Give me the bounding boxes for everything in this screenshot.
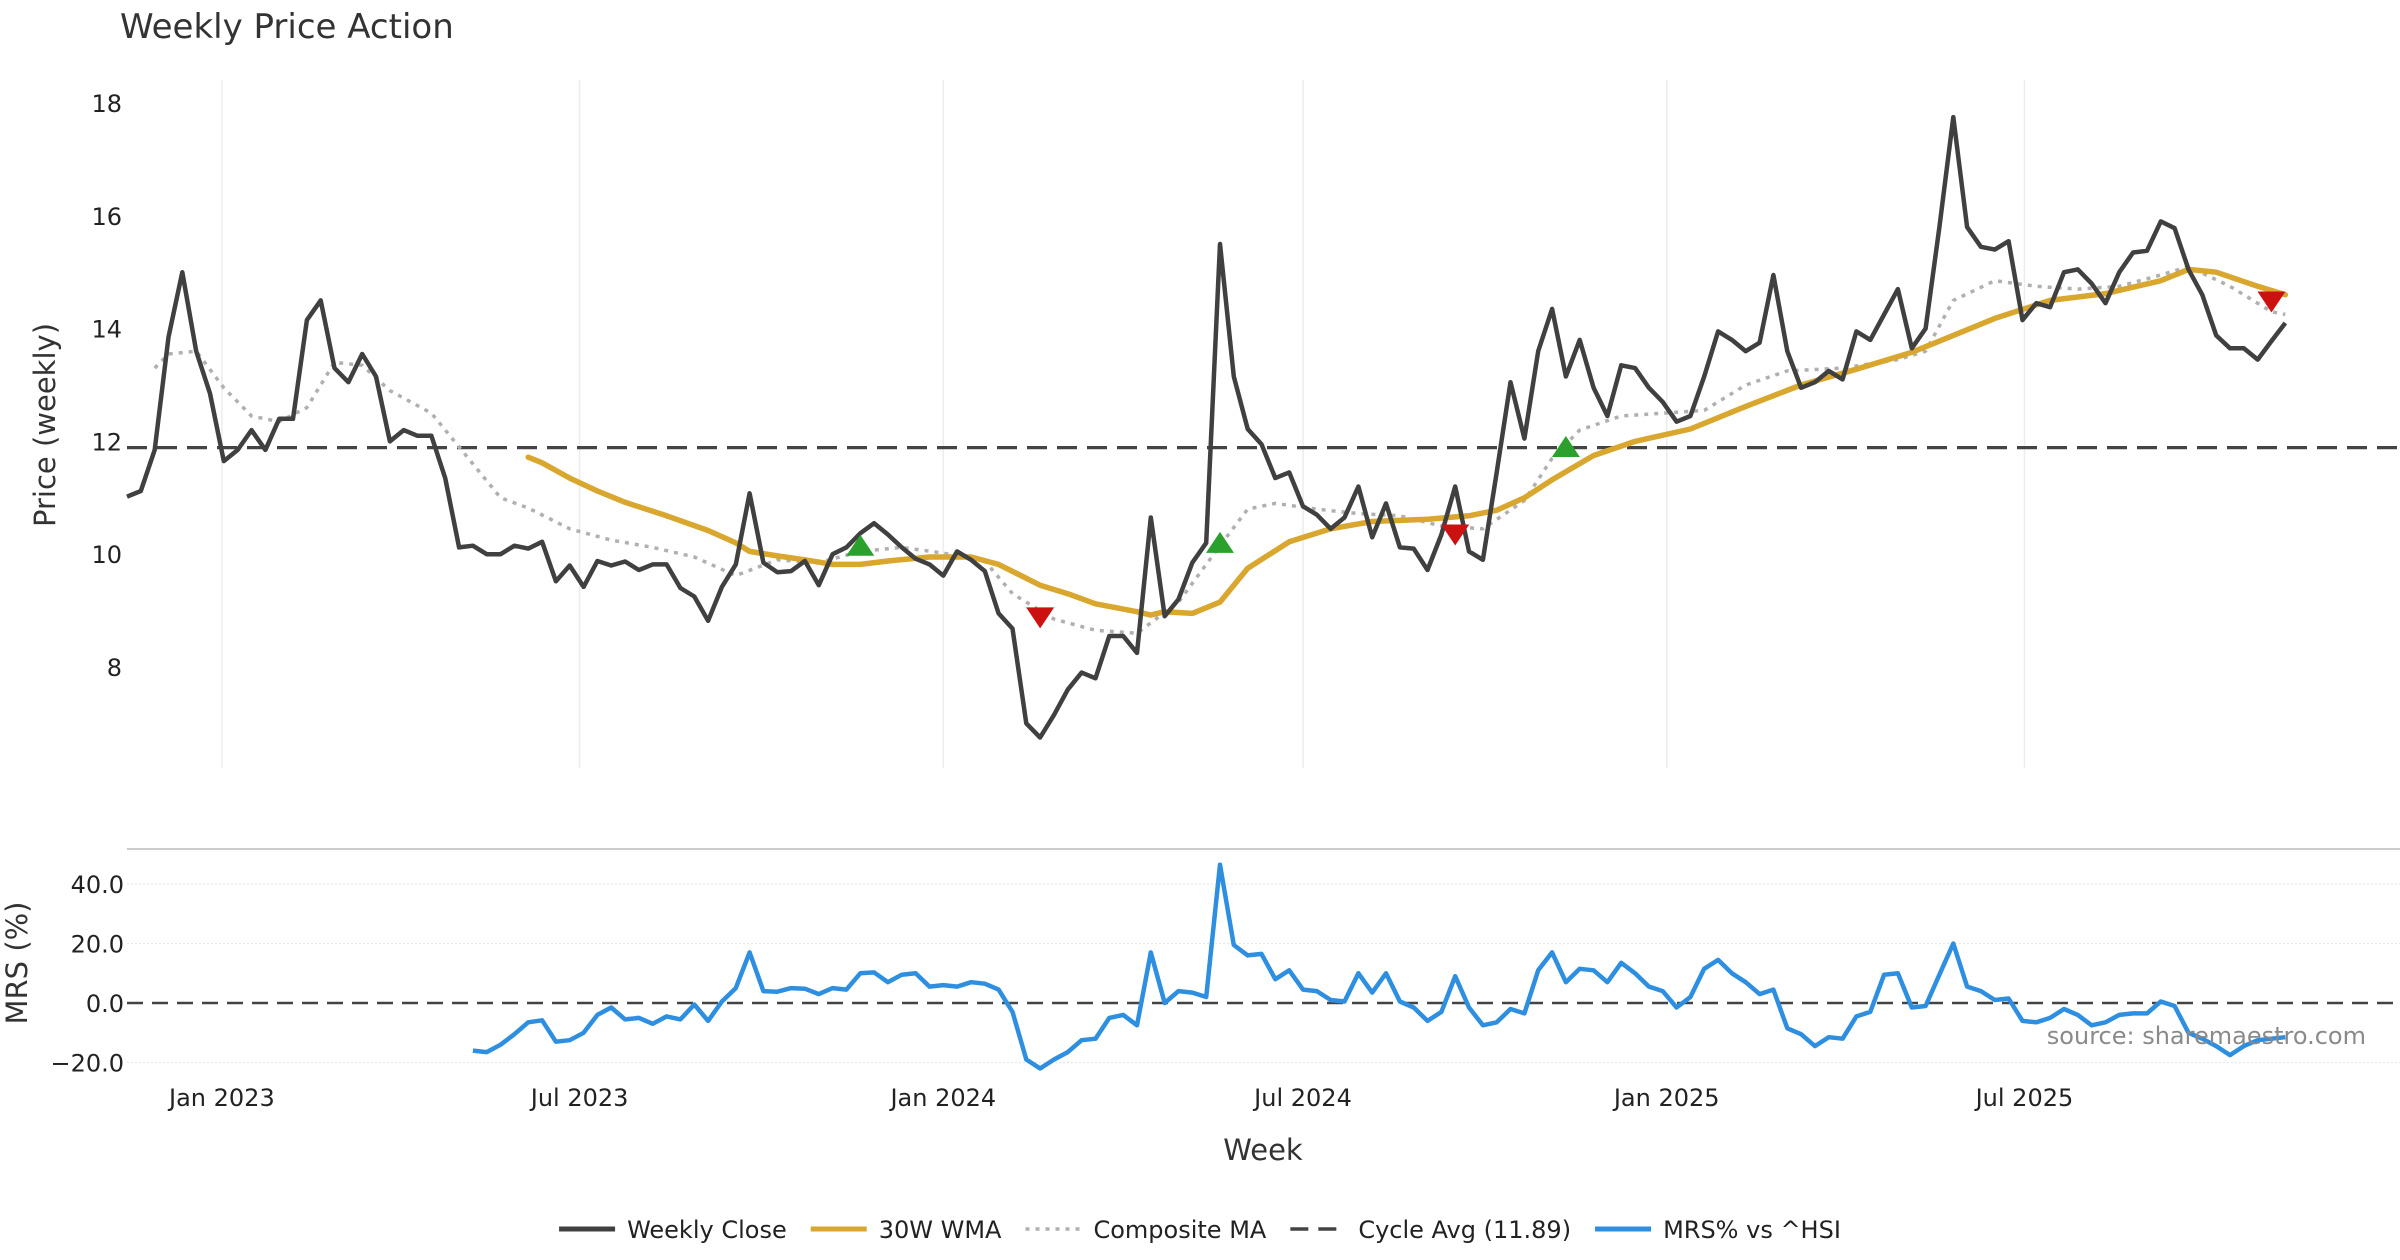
buy-signal-marker bbox=[1551, 436, 1580, 458]
x-ticks: Jan 2023 Jul 2023 Jan 2024 Jul 2024 Jan 2025… bbox=[167, 1084, 2073, 1112]
mrs-y-ticks: −20.0 0.0 20.0 40.0 bbox=[50, 871, 124, 1078]
x-tick-label: Jul 2024 bbox=[1252, 1084, 1352, 1112]
price-y-tick-label: 10 bbox=[91, 541, 122, 569]
legend-label: 30W WMA bbox=[879, 1216, 1002, 1244]
wma-30w-line bbox=[525, 266, 2289, 618]
mrs-y-tick-label: 40.0 bbox=[71, 871, 124, 899]
mrs-series bbox=[127, 862, 2400, 1071]
sell-signal-marker bbox=[1026, 607, 1055, 629]
x-tick-label: Jan 2023 bbox=[167, 1084, 275, 1112]
legend-label: MRS% vs ^HSI bbox=[1663, 1216, 1841, 1244]
price-y-tick-label: 16 bbox=[91, 203, 122, 231]
composite-ma-line bbox=[153, 264, 2286, 635]
price-grid bbox=[221, 80, 2026, 768]
price-y-tick-label: 14 bbox=[91, 316, 122, 344]
source-annotation: source: sharemaestro.com bbox=[2047, 1022, 2366, 1050]
legend-label: Weekly Close bbox=[627, 1216, 787, 1244]
chart-title: Weekly Price Action bbox=[120, 7, 454, 47]
mrs-line bbox=[472, 862, 2286, 1071]
legend-label: Composite MA bbox=[1093, 1216, 1266, 1244]
weekly-close-line bbox=[126, 114, 2288, 740]
signals bbox=[846, 291, 2286, 629]
mrs-y-tick-label: 20.0 bbox=[71, 931, 124, 959]
price-y-axis-label: Price (weekly) bbox=[28, 323, 62, 527]
x-tick-label: Jan 2024 bbox=[888, 1084, 996, 1112]
price-y-tick-label: 18 bbox=[91, 90, 122, 118]
sell-signal-marker bbox=[1441, 524, 1470, 546]
x-tick-label: Jul 2023 bbox=[529, 1084, 629, 1112]
mrs-y-axis-label: MRS (%) bbox=[0, 902, 34, 1025]
price-y-ticks: 8 10 12 14 16 18 bbox=[91, 90, 122, 682]
x-axis-label: Week bbox=[1223, 1133, 1303, 1167]
mrs-y-tick-label: 0.0 bbox=[86, 990, 124, 1018]
price-y-tick-label: 12 bbox=[91, 428, 122, 456]
mrs-y-tick-label: −20.0 bbox=[50, 1050, 124, 1078]
buy-signal-marker bbox=[1206, 531, 1234, 553]
legend: Weekly Close 30W WMA Composite MA Cycle Avg… bbox=[559, 1216, 1841, 1244]
price-series bbox=[126, 114, 2400, 740]
legend-label: Cycle Avg (11.89) bbox=[1358, 1216, 1571, 1244]
x-tick-label: Jan 2025 bbox=[1612, 1084, 1720, 1112]
mrs-grid bbox=[127, 883, 2400, 1064]
price-y-tick-label: 8 bbox=[107, 654, 122, 682]
buy-signal-marker bbox=[846, 534, 875, 556]
x-tick-label: Jul 2025 bbox=[1974, 1084, 2074, 1112]
sell-signal-marker bbox=[2257, 291, 2286, 313]
